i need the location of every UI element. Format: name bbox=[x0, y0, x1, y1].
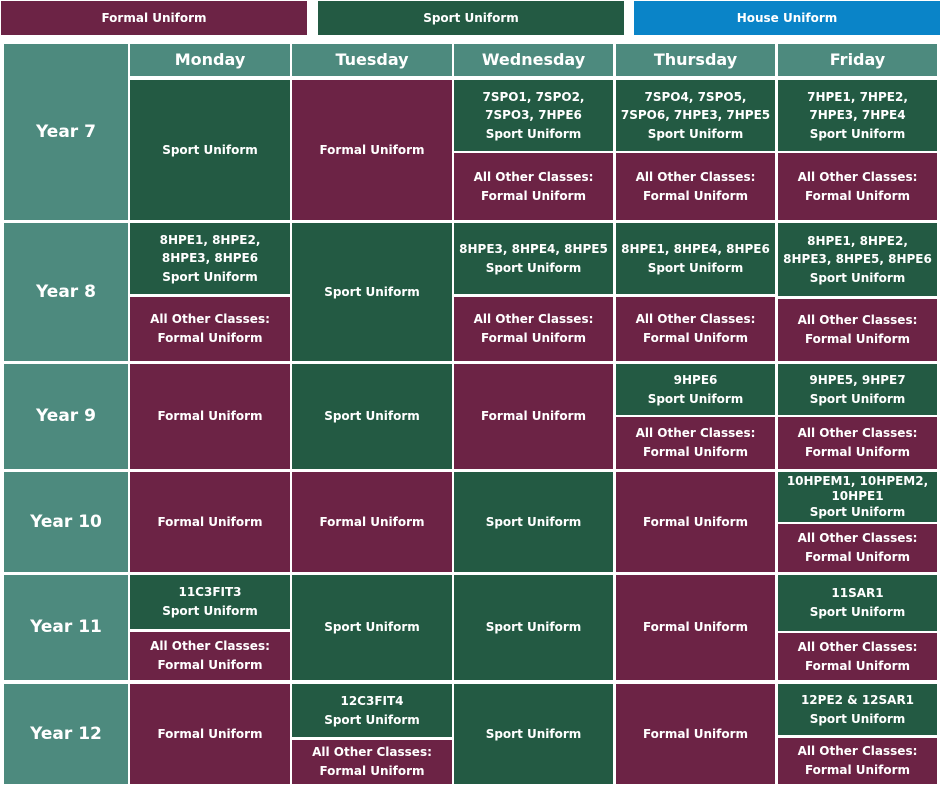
y8-friday-sport: 8HPE1, 8HPE2, 8HPE3, 8HPE5, 8HPE6 Sport U… bbox=[778, 223, 937, 296]
y8-tuesday: Sport Uniform bbox=[292, 223, 452, 361]
y9-thursday-formal: All Other Classes: Formal Uniform bbox=[616, 417, 775, 469]
y11-wednesday: Sport Uniform bbox=[454, 575, 613, 680]
y10-friday-sport: 10HPEM1, 10HPEM2, 10HPE1 Sport Uniform bbox=[778, 472, 937, 522]
y10-friday-formal: All Other Classes: Formal Uniform bbox=[778, 524, 937, 572]
y8-thursday-formal: All Other Classes: Formal Uniform bbox=[616, 297, 775, 361]
y7-wednesday-sport: 7SPO1, 7SPO2, 7SPO3, 7HPE6 Sport Uniform bbox=[454, 80, 613, 151]
y12-monday: Formal Uniform bbox=[130, 684, 290, 784]
y9-friday-sport: 9HPE5, 9HPE7 Sport Uniform bbox=[778, 364, 937, 415]
legend-formal: Formal Uniform bbox=[1, 1, 307, 35]
y12-friday-formal: All Other Classes: Formal Uniform bbox=[778, 738, 937, 784]
y12-tuesday-formal: All Other Classes: Formal Uniform bbox=[292, 740, 452, 784]
y12-thursday: Formal Uniform bbox=[616, 684, 775, 784]
y10-wednesday: Sport Uniform bbox=[454, 472, 613, 572]
y7-friday-formal: All Other Classes: Formal Uniform bbox=[778, 153, 937, 220]
y7-thursday-formal: All Other Classes: Formal Uniform bbox=[616, 153, 775, 220]
y11-thursday: Formal Uniform bbox=[616, 575, 775, 680]
header-wednesday: Wednesday bbox=[454, 44, 613, 76]
year-11-label: Year 11 bbox=[4, 575, 128, 680]
y9-friday-formal: All Other Classes: Formal Uniform bbox=[778, 417, 937, 469]
y7-wednesday-formal: All Other Classes: Formal Uniform bbox=[454, 153, 613, 220]
year-8-label: Year 8 bbox=[4, 223, 128, 361]
y9-wednesday: Formal Uniform bbox=[454, 364, 613, 469]
year-9-label: Year 9 bbox=[4, 364, 128, 469]
y7-tuesday: Formal Uniform bbox=[292, 80, 452, 220]
y11-tuesday: Sport Uniform bbox=[292, 575, 452, 680]
header-tuesday: Tuesday bbox=[292, 44, 452, 76]
y8-friday-formal: All Other Classes: Formal Uniform bbox=[778, 299, 937, 361]
header-friday: Friday bbox=[778, 44, 937, 76]
y8-wednesday-formal: All Other Classes: Formal Uniform bbox=[454, 297, 613, 361]
y12-tuesday-sport: 12C3FIT4 Sport Uniform bbox=[292, 684, 452, 737]
legend-sport: Sport Uniform bbox=[318, 1, 624, 35]
y12-wednesday: Sport Uniform bbox=[454, 684, 613, 784]
y9-tuesday: Sport Uniform bbox=[292, 364, 452, 469]
y7-friday-sport: 7HPE1, 7HPE2, 7HPE3, 7HPE4 Sport Uniform bbox=[778, 80, 937, 151]
y8-thursday-sport: 8HPE1, 8HPE4, 8HPE6 Sport Uniform bbox=[616, 223, 775, 294]
y10-tuesday: Formal Uniform bbox=[292, 472, 452, 572]
year-10-label: Year 10 bbox=[4, 472, 128, 572]
y8-wednesday-sport: 8HPE3, 8HPE4, 8HPE5 Sport Uniform bbox=[454, 223, 613, 294]
header-monday: Monday bbox=[130, 44, 290, 76]
year-7-label: Year 7 bbox=[4, 44, 128, 220]
year-12-label: Year 12 bbox=[4, 684, 128, 784]
y9-monday: Formal Uniform bbox=[130, 364, 290, 469]
y8-monday-sport: 8HPE1, 8HPE2, 8HPE3, 8HPE6 Sport Uniform bbox=[130, 223, 290, 294]
y9-thursday-sport: 9HPE6 Sport Uniform bbox=[616, 364, 775, 415]
y11-monday-sport: 11C3FIT3 Sport Uniform bbox=[130, 575, 290, 629]
legend-house: House Uniform bbox=[634, 1, 940, 35]
y7-thursday-sport: 7SPO4, 7SPO5, 7SPO6, 7HPE3, 7HPE5 Sport U… bbox=[616, 80, 775, 151]
y12-friday-sport: 12PE2 & 12SAR1 Sport Uniform bbox=[778, 684, 937, 735]
y11-friday-sport: 11SAR1 Sport Uniform bbox=[778, 575, 937, 631]
y8-monday-formal: All Other Classes: Formal Uniform bbox=[130, 297, 290, 361]
y11-monday-formal: All Other Classes: Formal Uniform bbox=[130, 632, 290, 680]
y10-monday: Formal Uniform bbox=[130, 472, 290, 572]
header-thursday: Thursday bbox=[616, 44, 775, 76]
y10-thursday: Formal Uniform bbox=[616, 472, 775, 572]
y7-monday: Sport Uniform bbox=[130, 80, 290, 220]
y11-friday-formal: All Other Classes: Formal Uniform bbox=[778, 633, 937, 680]
